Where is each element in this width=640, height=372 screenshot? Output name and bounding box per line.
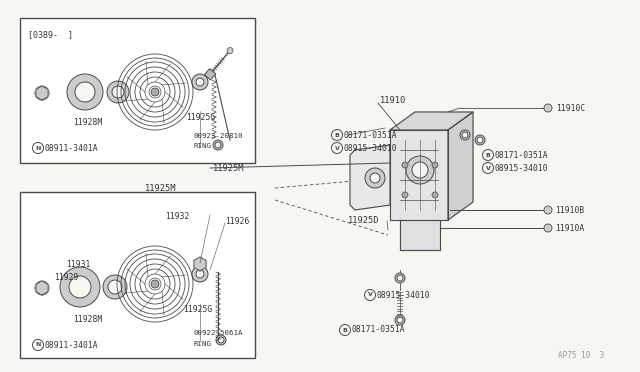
Circle shape	[215, 142, 221, 148]
Circle shape	[107, 81, 129, 103]
Circle shape	[402, 192, 408, 198]
Circle shape	[196, 270, 204, 278]
Text: [0389-  ]: [0389- ]	[28, 30, 73, 39]
Polygon shape	[350, 145, 390, 210]
Circle shape	[365, 168, 385, 188]
Text: V: V	[335, 145, 339, 151]
Bar	[20, 192, 255, 358]
Text: N: N	[35, 145, 41, 151]
Polygon shape	[36, 281, 48, 295]
Polygon shape	[36, 86, 48, 100]
Text: B: B	[335, 132, 339, 138]
Text: 08171-0351A: 08171-0351A	[495, 151, 548, 160]
Text: 11910A: 11910A	[555, 224, 584, 232]
Text: 11910B: 11910B	[555, 205, 584, 215]
Circle shape	[213, 140, 223, 150]
Circle shape	[112, 86, 124, 98]
Text: 11928M: 11928M	[73, 315, 102, 324]
Circle shape	[192, 74, 208, 90]
Text: RING: RING	[193, 143, 211, 149]
Text: 11910: 11910	[380, 96, 406, 105]
Text: 11925D: 11925D	[348, 215, 380, 224]
Text: 08915-34010: 08915-34010	[344, 144, 397, 153]
Circle shape	[192, 266, 208, 282]
Text: 11925G: 11925G	[183, 305, 212, 314]
Text: 11910C: 11910C	[556, 103, 585, 112]
Text: B: B	[486, 153, 490, 157]
Circle shape	[60, 267, 100, 307]
Circle shape	[69, 276, 91, 298]
Text: 00922-5061A: 00922-5061A	[193, 330, 243, 336]
Circle shape	[103, 275, 127, 299]
Circle shape	[544, 104, 552, 112]
Circle shape	[370, 173, 380, 183]
Text: 08915-34010: 08915-34010	[376, 291, 430, 299]
Circle shape	[151, 88, 159, 96]
Circle shape	[406, 156, 434, 184]
Circle shape	[544, 206, 552, 214]
Circle shape	[218, 337, 224, 343]
Circle shape	[395, 273, 405, 283]
Text: 11925M: 11925M	[145, 183, 177, 192]
Text: RING: RING	[193, 341, 211, 347]
Circle shape	[475, 135, 485, 145]
Text: V: V	[486, 166, 490, 170]
Circle shape	[544, 224, 552, 232]
Text: 11932: 11932	[165, 212, 189, 221]
Polygon shape	[390, 112, 473, 130]
Text: 08915-34010: 08915-34010	[495, 164, 548, 173]
Circle shape	[35, 281, 49, 295]
Text: 11928M: 11928M	[73, 118, 102, 127]
Circle shape	[462, 132, 468, 138]
Circle shape	[395, 315, 405, 325]
Bar	[20, 18, 255, 163]
Circle shape	[397, 317, 403, 323]
Polygon shape	[448, 112, 473, 220]
Polygon shape	[390, 130, 448, 220]
Text: 11926: 11926	[225, 217, 250, 226]
Circle shape	[35, 86, 49, 100]
Circle shape	[67, 74, 103, 110]
Circle shape	[412, 162, 428, 178]
Text: 11929: 11929	[54, 273, 78, 282]
Text: 08171-0351A: 08171-0351A	[351, 326, 405, 334]
Circle shape	[477, 137, 483, 143]
Polygon shape	[194, 257, 206, 271]
Circle shape	[38, 89, 46, 97]
Circle shape	[108, 280, 122, 294]
Circle shape	[38, 284, 46, 292]
Circle shape	[216, 335, 226, 345]
Circle shape	[227, 48, 233, 54]
Text: 11925M: 11925M	[213, 164, 244, 173]
Text: 00923-20810: 00923-20810	[193, 133, 243, 139]
Circle shape	[397, 275, 403, 281]
Circle shape	[460, 130, 470, 140]
Circle shape	[432, 192, 438, 198]
Circle shape	[402, 162, 408, 168]
Bar	[204, 69, 216, 80]
Text: 11931: 11931	[66, 260, 90, 269]
Circle shape	[151, 280, 159, 288]
Circle shape	[196, 78, 204, 86]
Polygon shape	[400, 220, 440, 250]
Text: 08911-3401A: 08911-3401A	[45, 340, 98, 350]
Text: N: N	[35, 343, 41, 347]
Text: 08171-0351A: 08171-0351A	[344, 131, 397, 140]
Text: V: V	[367, 292, 372, 298]
Text: 08911-3401A: 08911-3401A	[45, 144, 98, 153]
Text: B: B	[342, 327, 348, 333]
Text: AP75 10  3: AP75 10 3	[558, 351, 604, 360]
Circle shape	[432, 162, 438, 168]
Circle shape	[75, 82, 95, 102]
Text: 11925G: 11925G	[186, 113, 215, 122]
